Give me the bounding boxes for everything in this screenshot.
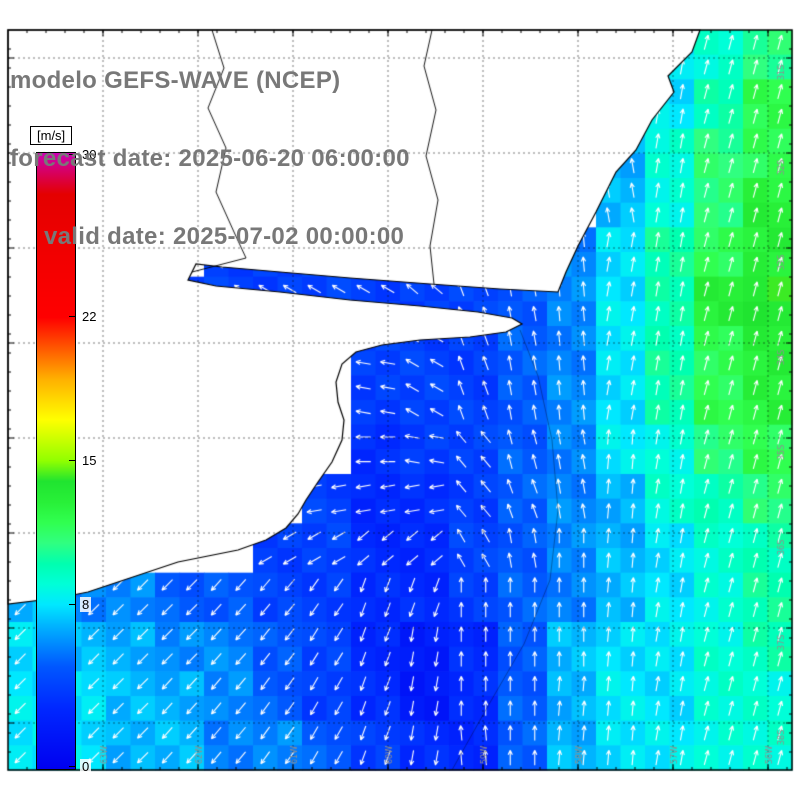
colorbar-unit-label: [m/s] — [30, 126, 73, 145]
model-title: modelo GEFS-WAVE (NCEP) — [10, 67, 341, 94]
forecast-date-label: forecast date: 2025-06-20 06:00:00 — [10, 145, 410, 172]
colorbar-ticks: 30 22 15 8 0 — [36, 147, 106, 774]
valid-date-label: valid date: 2025-07-02 00:00:00 — [44, 223, 405, 250]
header-titles: modelo GEFS-WAVE (NCEP) forecast date: 2… — [10, 16, 410, 276]
colorbar-gradient — [36, 152, 76, 770]
